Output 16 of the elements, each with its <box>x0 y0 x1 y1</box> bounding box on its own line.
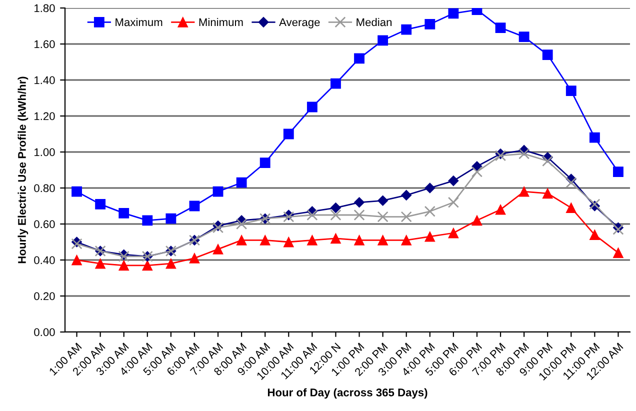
legend-label: Average <box>279 18 320 28</box>
y-tick-label: 0.40 <box>34 256 55 264</box>
y-tick-label: 1.60 <box>34 40 55 48</box>
y-tick-label: 0.20 <box>34 292 55 300</box>
legend-label: Maximum <box>116 18 162 26</box>
y-tick-label: 1.40 <box>34 76 55 84</box>
x-axis-title: Hour of Day (across 365 Days) <box>268 388 428 399</box>
legend-label: Median <box>356 18 392 26</box>
legend-label: Minimum <box>199 18 243 26</box>
y-tick-label: 0.80 <box>34 184 55 192</box>
y-tick-label: 0.00 <box>34 328 55 336</box>
y-tick-label: 1.80 <box>34 4 55 12</box>
y-axis-title: Hourly Electric Use Profile (kWh/hr) <box>18 76 28 264</box>
y-tick-label: 0.60 <box>34 220 55 228</box>
y-tick-label: 1.00 <box>34 148 55 156</box>
y-tick-label: 1.20 <box>34 112 55 120</box>
